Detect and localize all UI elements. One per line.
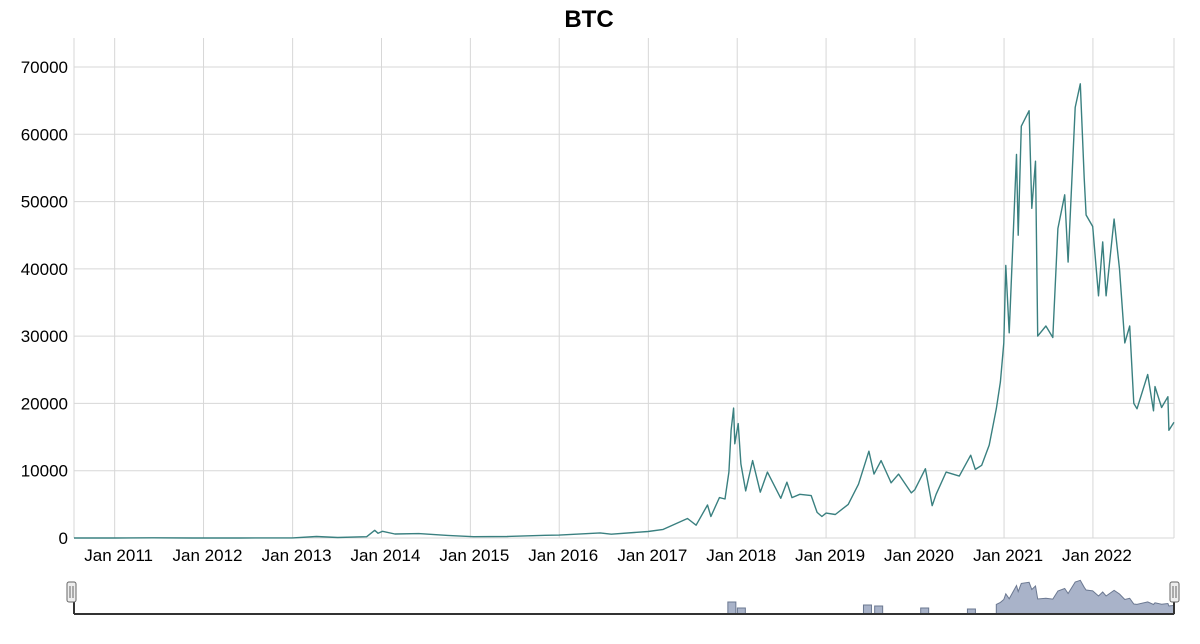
y-tick-label: 0 bbox=[59, 529, 68, 548]
navigator-right-handle[interactable] bbox=[1169, 581, 1180, 603]
navigator-blip bbox=[874, 605, 884, 615]
y-tick-label: 10000 bbox=[21, 462, 68, 481]
x-tick-label: Jan 2012 bbox=[173, 546, 243, 565]
y-tick-label: 20000 bbox=[21, 394, 68, 413]
x-tick-label: Jan 2021 bbox=[973, 546, 1043, 565]
navigator-left-handle[interactable] bbox=[66, 581, 77, 603]
x-tick-label: Jan 2020 bbox=[884, 546, 954, 565]
x-tick-label: Jan 2014 bbox=[351, 546, 421, 565]
series-line-btc[interactable] bbox=[74, 83, 1175, 539]
chart-title: BTC bbox=[564, 6, 614, 33]
y-tick-label: 50000 bbox=[21, 193, 68, 212]
x-tick-label: Jan 2017 bbox=[617, 546, 687, 565]
x-tick-label: Jan 2019 bbox=[795, 546, 865, 565]
navigator-blip bbox=[862, 604, 872, 615]
navigator-blip bbox=[727, 601, 737, 615]
y-tick-label: 40000 bbox=[21, 260, 68, 279]
x-tick-label: Jan 2018 bbox=[706, 546, 776, 565]
x-tick-label: Jan 2022 bbox=[1062, 546, 1132, 565]
x-tick-label: Jan 2011 bbox=[84, 546, 153, 565]
y-tick-label: 70000 bbox=[21, 58, 68, 77]
x-tick-label: Jan 2016 bbox=[528, 546, 598, 565]
navigator-area bbox=[995, 579, 1175, 615]
x-tick-label: Jan 2015 bbox=[439, 546, 509, 565]
x-tick-label: Jan 2013 bbox=[262, 546, 332, 565]
y-tick-label: 30000 bbox=[21, 327, 68, 346]
y-tick-label: 60000 bbox=[21, 125, 68, 144]
